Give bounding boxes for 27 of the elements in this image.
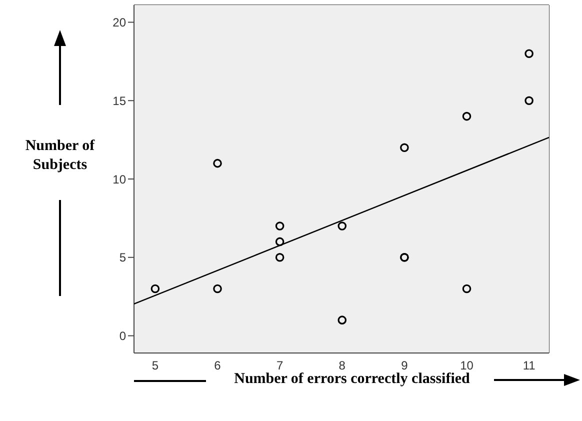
y-tick-label: 5	[119, 250, 126, 265]
x-tick-label: 6	[214, 358, 222, 373]
point	[524, 96, 534, 106]
x-tick-label: 10	[460, 358, 474, 373]
point	[275, 237, 284, 246]
y-tick-label: 0	[119, 329, 126, 344]
x-axis-title: Number of errors correctly classified	[233, 371, 471, 388]
point	[213, 158, 222, 168]
point	[150, 284, 160, 294]
y-tick-label: 15	[112, 94, 126, 108]
point	[338, 316, 347, 324]
y-axis-title: Number of Subjects	[24, 137, 96, 175]
point	[400, 143, 409, 152]
point	[275, 252, 284, 262]
point	[524, 49, 534, 58]
x-tick-label: 7	[276, 358, 284, 373]
x-tick-label: 9	[401, 358, 408, 373]
y-tick-label: 20	[112, 16, 126, 30]
x-tick-label: 5	[152, 358, 159, 373]
point	[462, 112, 472, 121]
point	[462, 284, 472, 294]
point	[275, 222, 284, 230]
x-tick-label: 11	[522, 358, 536, 373]
point	[213, 284, 222, 294]
x-tick-label: 8	[338, 358, 346, 373]
point	[338, 222, 347, 230]
y-tick-label: 10	[112, 172, 126, 186]
